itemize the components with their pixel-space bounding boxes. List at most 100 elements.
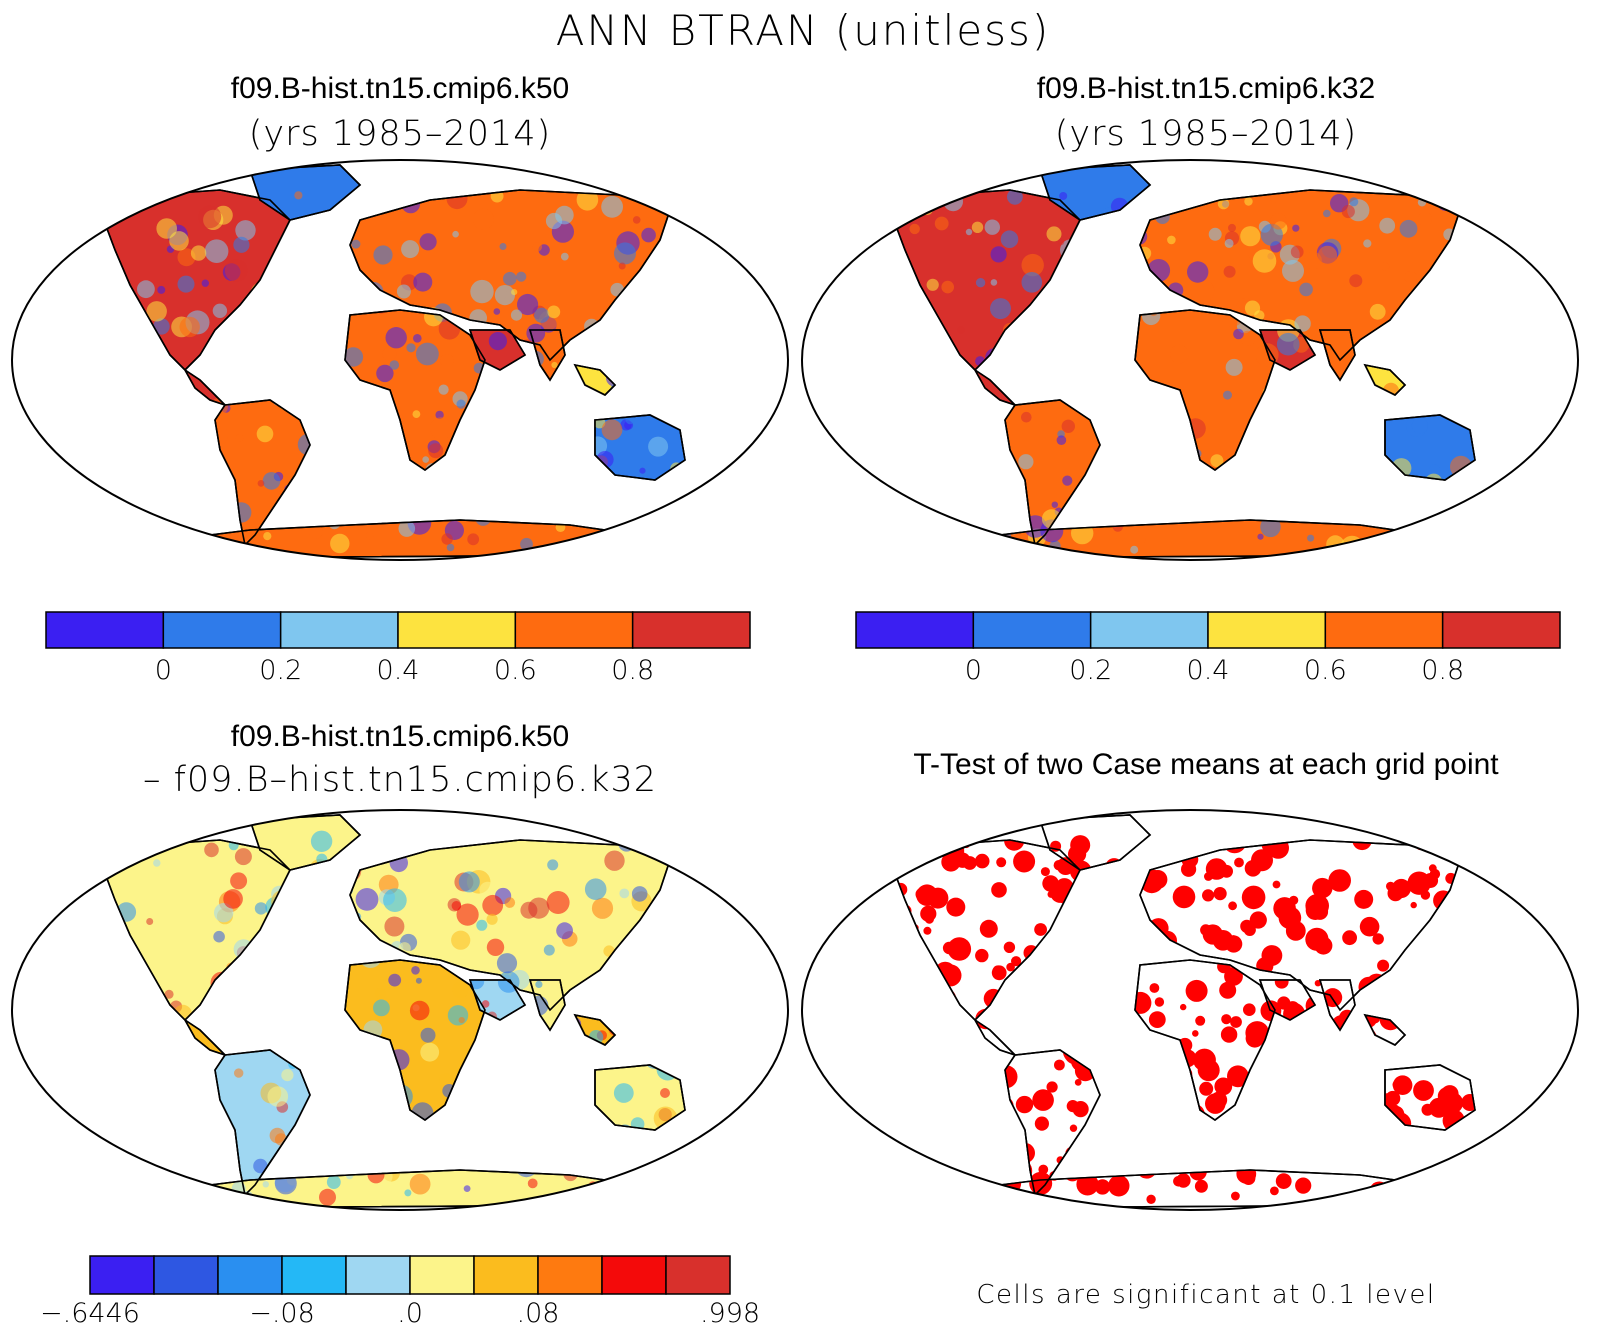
grid-cell — [476, 919, 488, 931]
grid-cell — [1434, 942, 1451, 959]
grid-cell — [1000, 230, 1019, 248]
grid-cell — [910, 1110, 931, 1131]
grid-cell — [974, 853, 990, 869]
grid-cell — [1151, 1067, 1175, 1091]
grid-cell — [591, 1121, 598, 1128]
grid-cell — [484, 1098, 502, 1116]
grid-cell — [164, 989, 174, 999]
grid-cell — [937, 1193, 950, 1206]
grid-cell — [133, 515, 144, 526]
grid-cell — [1325, 1037, 1346, 1059]
grid-cell — [1127, 922, 1134, 929]
grid-cell — [441, 533, 453, 545]
grid-cell — [306, 507, 325, 526]
grid-cell — [1210, 1091, 1228, 1109]
grid-cell — [1342, 930, 1357, 946]
grid-cell — [382, 408, 394, 420]
grid-cell — [341, 861, 362, 882]
grid-cell — [949, 438, 962, 451]
grid-cell — [1103, 253, 1119, 269]
grid-cell — [1146, 1194, 1156, 1204]
grid-cell — [281, 1069, 294, 1082]
grid-cell — [1270, 213, 1287, 230]
grid-cell — [564, 1048, 573, 1056]
grid-cell — [1094, 1179, 1111, 1195]
grid-cell — [905, 413, 927, 435]
grid-cell — [1389, 335, 1401, 347]
grid-cell — [1032, 1089, 1054, 1111]
grid-cell — [411, 966, 420, 975]
grid-cell — [1272, 880, 1281, 889]
grid-cell — [572, 1117, 579, 1124]
grid-cell — [1436, 1025, 1452, 1041]
grid-cell — [649, 350, 660, 361]
grid-cell — [965, 228, 973, 236]
grid-cell — [1222, 1135, 1231, 1143]
grid-cell — [260, 361, 274, 374]
grid-cell — [157, 285, 166, 294]
grid-cell — [921, 983, 942, 1003]
grid-cell — [1260, 516, 1281, 538]
grid-cell — [1195, 1015, 1206, 1026]
grid-cell — [990, 472, 1009, 491]
grid-cell — [1106, 1138, 1124, 1156]
grid-cell — [1120, 949, 1130, 959]
grid-cell — [1082, 975, 1094, 987]
grid-cell — [941, 852, 961, 872]
grid-cell — [198, 205, 222, 229]
grid-cell — [1354, 889, 1374, 909]
grid-cell — [190, 245, 207, 261]
grid-cell — [581, 454, 589, 462]
grid-cell — [1292, 1060, 1304, 1072]
grid-cell — [1461, 1192, 1474, 1204]
grid-cell — [1108, 1175, 1130, 1197]
grid-cell — [1272, 1069, 1296, 1093]
grid-cell — [1154, 997, 1165, 1007]
grid-cell — [891, 1030, 901, 1039]
grid-cell — [944, 361, 961, 379]
grid-cell — [981, 921, 996, 936]
grid-cell — [553, 370, 576, 393]
grid-cell — [204, 842, 219, 858]
grid-cell — [644, 493, 668, 516]
panel4-title: T-Test of two Case means at each grid po… — [913, 748, 1499, 781]
grid-cell — [309, 1007, 325, 1024]
grid-cell — [987, 472, 1010, 495]
grid-cell — [376, 475, 391, 491]
grid-cell — [1220, 1026, 1238, 1043]
grid-cell — [1050, 356, 1070, 376]
grid-cell — [904, 394, 922, 412]
grid-cell — [358, 467, 366, 475]
grid-cell — [1085, 1147, 1099, 1161]
grid-cell — [1064, 915, 1074, 924]
grid-cell — [933, 499, 945, 511]
colorbar-box — [972, 611, 1092, 649]
grid-cell — [1437, 1087, 1457, 1106]
grid-cell — [1428, 993, 1436, 1002]
grid-cell — [337, 922, 359, 943]
grid-cell — [413, 334, 422, 343]
grid-cell — [286, 262, 306, 282]
grid-cell — [1333, 1164, 1341, 1172]
grid-cell — [385, 1139, 409, 1163]
grid-cell — [1202, 509, 1215, 521]
grid-cell — [1249, 911, 1267, 929]
grid-cell — [1110, 197, 1129, 216]
grid-cell — [960, 1041, 981, 1062]
grid-cell — [1081, 515, 1092, 526]
grid-cell — [1067, 257, 1078, 268]
grid-cell — [1305, 900, 1325, 920]
grid-cell — [1003, 941, 1016, 953]
grid-cell — [988, 1098, 996, 1105]
grid-cell — [479, 881, 496, 899]
grid-cell — [996, 1108, 1016, 1128]
grid-cell — [171, 380, 189, 399]
grid-cell — [1369, 303, 1386, 320]
grid-cell — [1228, 901, 1237, 911]
grid-cell — [355, 1031, 369, 1045]
grid-cell — [133, 843, 144, 854]
grid-cell — [427, 1116, 438, 1128]
grid-cell — [1177, 1151, 1188, 1163]
grid-cell — [1363, 1139, 1383, 1159]
grid-cell — [179, 316, 200, 338]
